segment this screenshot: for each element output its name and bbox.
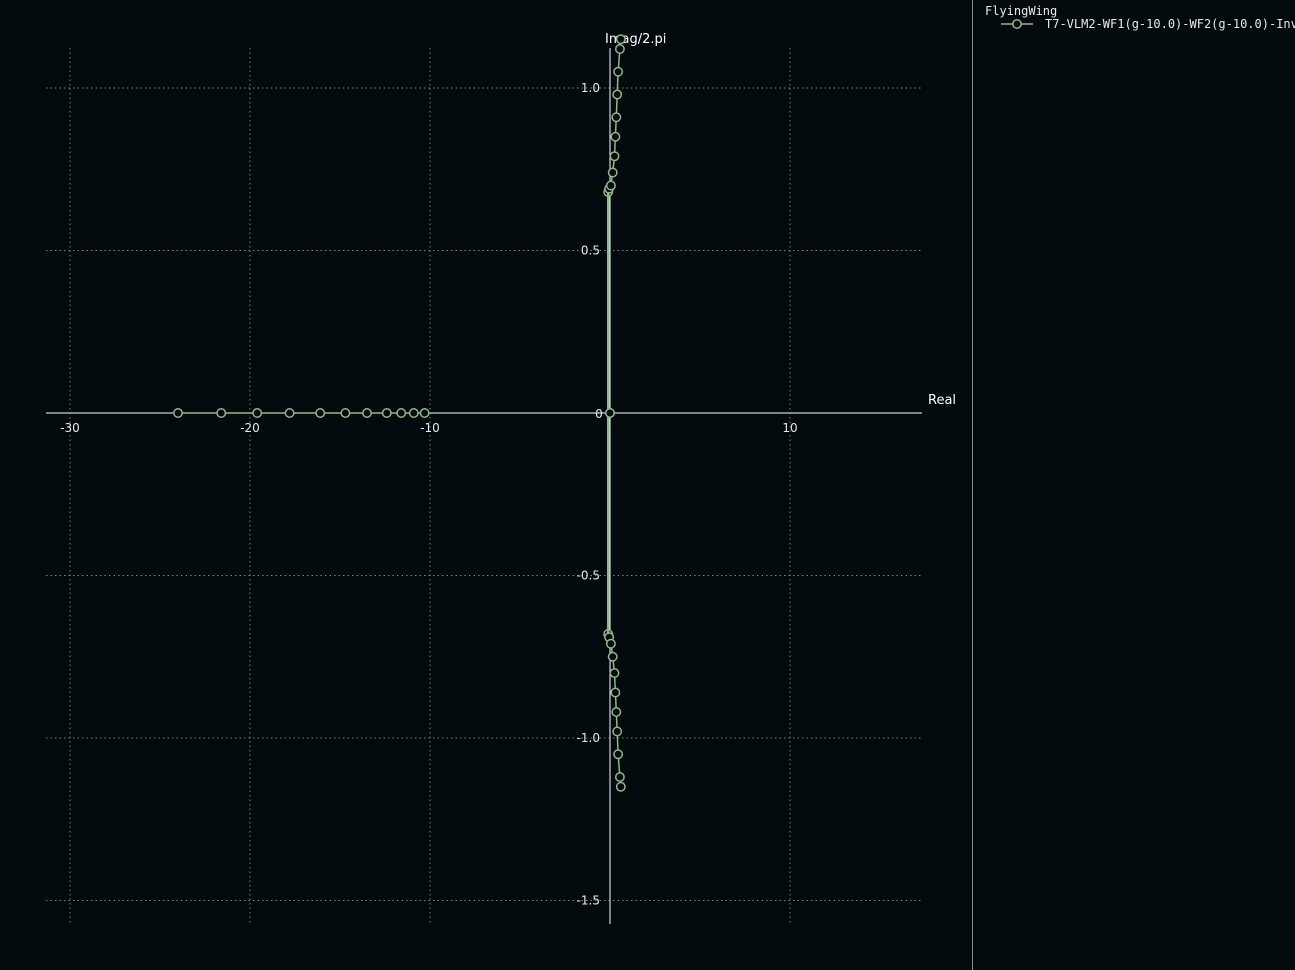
- legend-panel: FlyingWing T7-VLM2-WF1(g-10.0)-WF2(g-10.…: [973, 0, 1295, 970]
- data-point[interactable]: [607, 651, 618, 662]
- data-point[interactable]: [381, 408, 392, 418]
- data-point[interactable]: [419, 408, 430, 418]
- plot-area: -30 -20 -10 0 10 -1.5 -1.0 -0.5 0.5 1.0 Real Imag…: [46, 32, 956, 924]
- data-point[interactable]: [396, 408, 407, 418]
- data-point[interactable]: [610, 687, 621, 698]
- data-point[interactable]: [605, 408, 615, 418]
- data-point[interactable]: [610, 131, 621, 142]
- x-tick-label: -30: [60, 421, 80, 435]
- data-point[interactable]: [614, 772, 625, 782]
- x-tick-label: -10: [420, 421, 440, 435]
- data-point[interactable]: [612, 89, 623, 100]
- root-locus-chart: -30 -20 -10 0 10 -1.5 -1.0 -0.5 0.5 1.0 Real Imag…: [46, 32, 956, 924]
- x-tick-label: -20: [240, 421, 260, 435]
- data-point[interactable]: [614, 44, 625, 54]
- axes: [46, 48, 922, 924]
- data-point[interactable]: [216, 408, 227, 418]
- y-tick-label: -0.5: [577, 569, 600, 583]
- data-point[interactable]: [315, 408, 326, 418]
- tick-labels: -30 -20 -10 0 10 -1.5 -1.0 -0.5 0.5 1.0: [60, 81, 797, 908]
- y-tick-label: -1.0: [577, 731, 600, 745]
- data-point[interactable]: [613, 66, 624, 77]
- data-point[interactable]: [607, 167, 618, 178]
- legend-divider: [972, 0, 973, 970]
- y-tick-label: -1.5: [577, 894, 600, 908]
- data-point[interactable]: [340, 408, 351, 418]
- data-point[interactable]: [173, 408, 183, 418]
- grid: [46, 48, 922, 924]
- data-point[interactable]: [605, 180, 616, 191]
- data-point[interactable]: [612, 726, 623, 737]
- data-point[interactable]: [284, 408, 295, 418]
- series-layer: [173, 34, 626, 792]
- data-point[interactable]: [605, 638, 616, 649]
- data-point[interactable]: [252, 408, 263, 418]
- legend-title: FlyingWing: [985, 4, 1058, 18]
- data-point[interactable]: [609, 668, 620, 678]
- data-point[interactable]: [615, 781, 626, 792]
- data-point[interactable]: [615, 34, 626, 45]
- legend-label: T7-VLM2-WF1(g-10.0)-WF2(g-10.0)-Inv: [1045, 17, 1295, 31]
- x-tick-label: 0: [595, 407, 603, 421]
- data-point[interactable]: [609, 151, 620, 162]
- data-point[interactable]: [611, 112, 622, 123]
- data-point[interactable]: [611, 707, 622, 717]
- legend-swatch-icon: [1001, 19, 1033, 29]
- y-axis-label: Imag/2.pi: [605, 32, 666, 47]
- y-tick-label: 0.5: [581, 244, 600, 258]
- data-point[interactable]: [362, 408, 372, 418]
- y-tick-label: 1.0: [581, 81, 600, 95]
- data-point[interactable]: [613, 749, 624, 760]
- x-tick-label: 10: [782, 421, 797, 435]
- data-point[interactable]: [408, 408, 419, 418]
- x-axis-label: Real: [928, 393, 956, 408]
